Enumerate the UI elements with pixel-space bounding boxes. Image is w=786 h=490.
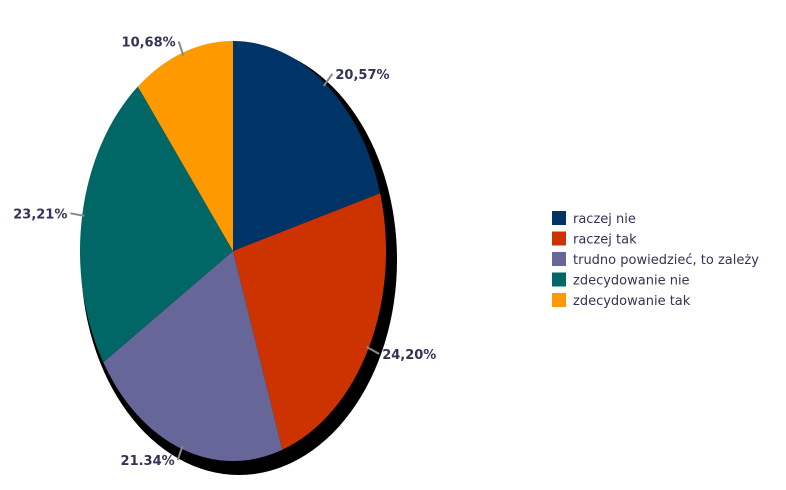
- legend-swatch-zdecydowanie-tak: [552, 293, 566, 307]
- pie-slice-trudno-powiedziec-to-zalezy: [103, 251, 283, 462]
- leader-line-zdecydowanie-nie: [70, 212, 85, 217]
- legend-label-raczej-nie: raczej nie: [573, 212, 636, 227]
- data-label-trudno-powiedziec-to-zalezy: 21.34%: [121, 454, 175, 469]
- data-label-raczej-tak: 24,20%: [382, 348, 436, 363]
- data-label-raczej-nie: 20,57%: [335, 68, 389, 83]
- pie-slice-raczej-nie: [233, 41, 381, 251]
- leader-line-raczej-nie: [322, 73, 334, 87]
- legend-label-zdecydowanie-nie: zdecydowanie nie: [573, 274, 690, 289]
- data-labels: 20,57% 24,20% 21.34% 23,21% 10,68%: [13, 35, 436, 469]
- legend-swatch-trudno-powiedziec-to-zalezy: [552, 252, 566, 266]
- legend-label-trudno-powiedziec-to-zalezy: trudno powiedzieć, to zależy: [573, 253, 759, 268]
- leader-line-raczej-tak: [366, 346, 380, 355]
- leader-line-trudno-powiedziec-to-zalezy: [176, 445, 184, 461]
- legend: raczej nie raczej tak trudno powiedzieć, t…: [552, 211, 759, 309]
- data-label-zdecydowanie-nie: 23,21%: [13, 207, 67, 222]
- data-label-zdecydowanie-tak: 10,68%: [122, 35, 176, 50]
- pie-slice-zdecydowanie-tak: [137, 41, 233, 251]
- legend-swatch-zdecydowanie-nie: [552, 272, 566, 287]
- legend-label-raczej-tak: raczej tak: [573, 233, 637, 248]
- pie-slice-raczej-tak: [233, 193, 386, 450]
- leader-line-zdecydowanie-tak: [177, 41, 185, 57]
- pie-slice-zdecydowanie-nie: [79, 86, 233, 363]
- legend-label-zdecydowanie-tak: zdecydowanie tak: [573, 294, 691, 309]
- leader-lines: [70, 41, 380, 461]
- legend-swatch-raczej-nie: [552, 211, 566, 225]
- legend-swatch-raczej-tak: [552, 231, 566, 246]
- pie-slices: [79, 41, 386, 462]
